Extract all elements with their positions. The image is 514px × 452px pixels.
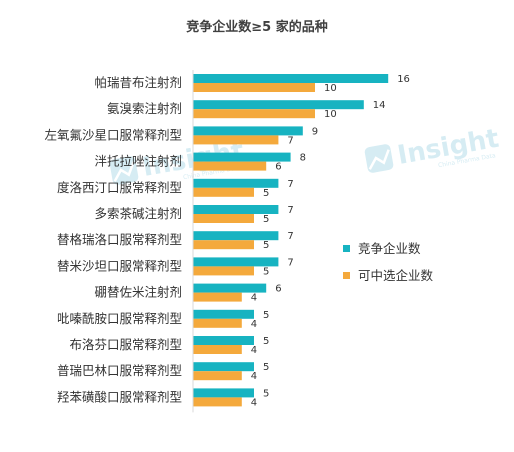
bar-competing-firms: [193, 152, 291, 162]
value-label: 7: [287, 205, 293, 216]
category-label: 布洛芬口服常释剂型: [69, 337, 182, 352]
value-label: 5: [263, 336, 269, 347]
value-label: 9: [312, 126, 318, 137]
watermark-trend-icon: [113, 161, 135, 182]
bars-layer: [193, 74, 389, 407]
value-label: 6: [275, 284, 281, 295]
value-label: 5: [263, 310, 269, 321]
category-label: 羟苯磺酸口服常释剂型: [57, 389, 182, 404]
value-label: 4: [251, 293, 257, 304]
bar-competing-firms: [193, 283, 267, 293]
category-label: 硼替佐米注射剂: [94, 285, 182, 300]
category-label: 替米沙坦口服常释剂型: [57, 258, 182, 273]
value-label: 4: [251, 319, 257, 330]
value-label: 5: [263, 188, 269, 199]
bar-competing-firms: [193, 336, 254, 345]
bar-selectable-firms: [193, 318, 242, 328]
value-label: 7: [287, 135, 293, 146]
bar-competing-firms: [193, 309, 254, 319]
category-label: 多索茶碱注射剂: [94, 206, 182, 221]
bar-competing-firms: [193, 100, 364, 110]
value-label: 7: [287, 231, 293, 242]
value-label: 4: [251, 371, 257, 382]
value-label: 4: [251, 345, 257, 356]
value-label: 8: [300, 153, 306, 164]
value-label: 5: [263, 362, 269, 373]
category-label: 帕瑞昔布注射剂: [94, 75, 182, 90]
value-label: 7: [287, 257, 293, 268]
category-label: 左氧氟沙星口服常释剂型: [44, 127, 182, 142]
value-label: 14: [373, 100, 386, 111]
bar-selectable-firms: [193, 371, 242, 381]
bar-competing-firms: [193, 257, 279, 267]
bar-competing-firms: [193, 231, 279, 241]
bar-selectable-firms: [193, 292, 242, 302]
bar-selectable-firms: [193, 240, 254, 250]
value-label: 6: [275, 162, 281, 173]
bar-selectable-firms: [193, 109, 315, 119]
bar-selectable-firms: [193, 214, 254, 223]
value-label: 10: [324, 83, 337, 94]
value-label: 5: [263, 240, 269, 251]
bar-competing-firms: [193, 388, 254, 398]
bar-selectable-firms: [193, 135, 279, 145]
bar-selectable-firms: [193, 397, 242, 407]
legend-label: 可中选企业数: [358, 268, 434, 283]
bar-competing-firms: [193, 205, 279, 214]
bar-competing-firms: [193, 362, 254, 372]
value-label: 7: [287, 179, 293, 190]
value-label: 4: [251, 397, 257, 408]
value-label: 5: [263, 388, 269, 399]
bar-competing-firms: [193, 126, 303, 136]
bar-selectable-firms: [193, 83, 315, 92]
bar-competing-firms: [193, 178, 279, 188]
value-label: 5: [263, 214, 269, 225]
bar-selectable-firms: [193, 161, 267, 171]
category-label: 吡嗪酰胺口服常释剂型: [57, 311, 182, 326]
bar-selectable-firms: [193, 266, 254, 276]
watermark-trend-icon: [368, 149, 390, 170]
category-label: 泮托拉唑注射剂: [94, 154, 182, 169]
legend-label: 竞争企业数: [358, 241, 421, 256]
value-label: 10: [324, 109, 337, 120]
category-label: 度洛西汀口服常释剂型: [57, 180, 182, 195]
value-label: 16: [397, 74, 410, 85]
legend-swatch: [343, 245, 350, 252]
category-label: 替格瑞洛口服常释剂型: [57, 232, 182, 247]
value-label: 5: [263, 266, 269, 277]
bar-selectable-firms: [193, 345, 242, 354]
legend-swatch: [343, 272, 350, 279]
category-label: 氨溴索注射剂: [107, 101, 182, 116]
chart-title: 竞争企业数≥5 家的品种: [186, 19, 327, 35]
category-labels: 帕瑞昔布注射剂氨溴索注射剂左氧氟沙星口服常释剂型泮托拉唑注射剂度洛西汀口服常释剂…: [44, 75, 182, 404]
bar-competing-firms: [193, 74, 389, 83]
category-label: 普瑞巴林口服常释剂型: [57, 363, 182, 378]
bar-selectable-firms: [193, 187, 254, 197]
